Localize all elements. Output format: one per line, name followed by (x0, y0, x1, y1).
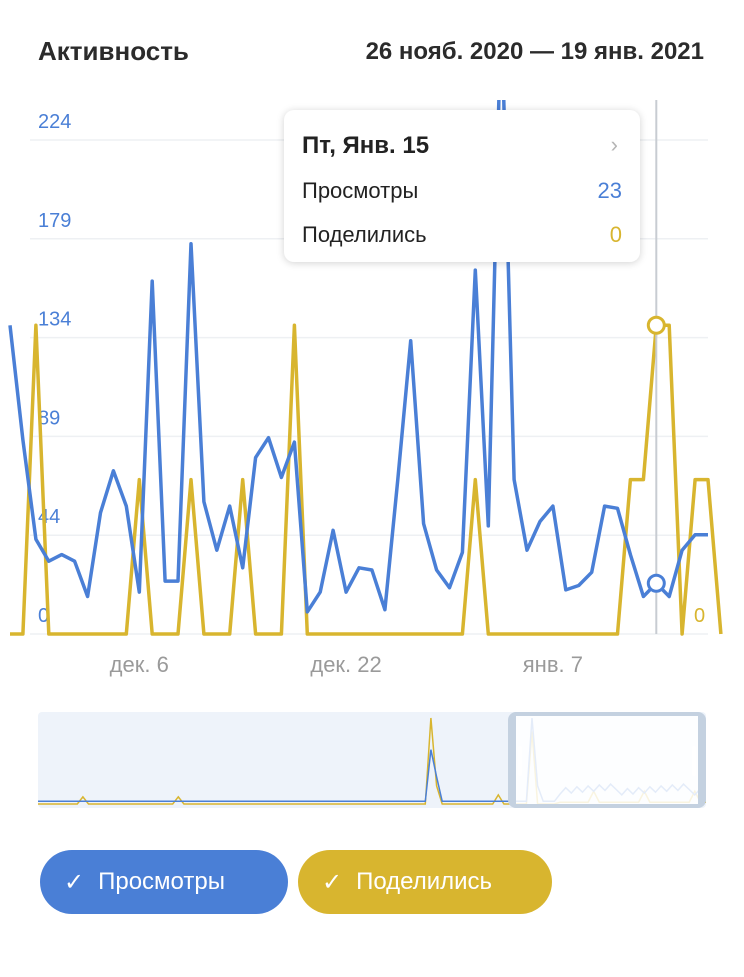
shares-toggle-button[interactable]: ✓ Поделились (298, 850, 552, 914)
shares-toggle-label: Поделились (356, 868, 492, 896)
shares-point-marker (648, 317, 664, 333)
range-navigator[interactable] (38, 712, 706, 808)
navigator-left-handle[interactable] (518, 746, 522, 776)
views-toggle-button[interactable]: ✓ Просмотры (40, 850, 288, 914)
views-line (10, 6, 708, 612)
x-tick-label: янв. 7 (523, 652, 583, 677)
tooltip-date: Пт, Янв. 15 (302, 132, 429, 160)
y-tick-label: 44 (38, 506, 60, 528)
views-point-marker (648, 575, 664, 591)
views-toggle-label: Просмотры (98, 868, 225, 896)
check-icon: ✓ (322, 868, 342, 897)
tooltip-card[interactable]: Пт, Янв. 15 › Просмотры 23 Поделились 0 (284, 110, 640, 262)
right-axis-tick: 0 (694, 605, 705, 627)
check-icon: ✓ (64, 868, 84, 897)
tooltip-shares-value: 0 (610, 222, 622, 248)
x-tick-label: дек. 22 (310, 652, 381, 677)
y-tick-label: 179 (38, 210, 71, 232)
chevron-right-icon[interactable]: › (611, 132, 618, 158)
tooltip-views-label: Просмотры (302, 178, 418, 204)
navigator-window[interactable] (508, 712, 706, 808)
tooltip-views-value: 23 (598, 178, 622, 204)
tooltip-shares-label: Поделились (302, 222, 427, 248)
y-tick-label: 134 (38, 309, 71, 331)
x-tick-label: дек. 6 (110, 652, 169, 677)
navigator-right-handle[interactable] (692, 746, 696, 776)
y-tick-label: 224 (38, 111, 71, 133)
